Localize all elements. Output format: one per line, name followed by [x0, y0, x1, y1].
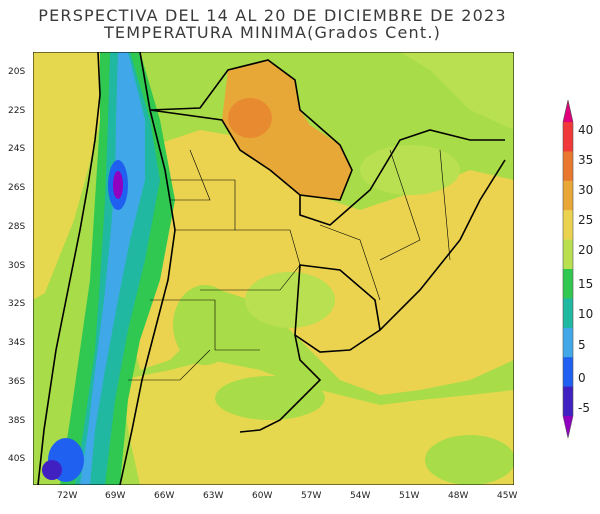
colorbar-segment [563, 269, 573, 299]
lon-label: 69W [105, 491, 125, 501]
lon-label: 48W [448, 491, 468, 501]
lat-label: 38S [8, 416, 25, 426]
colorbar-label: 10 [578, 307, 593, 321]
colorbar-label: 0 [578, 371, 586, 385]
colorbar-segment [563, 357, 573, 388]
map-field [33, 52, 514, 485]
colorbar-segment [563, 386, 573, 417]
latitude-labels: 20S 22S 24S 26S 28S 30S 32S 34S 36S 38S … [8, 67, 25, 464]
colorbar-label: 25 [578, 213, 593, 227]
province-borders [128, 149, 451, 381]
colorbar-label: -5 [578, 401, 590, 415]
lat-label: 28S [8, 222, 25, 232]
lat-label: 36S [8, 377, 25, 387]
map-title: PERSPECTIVA DEL 14 AL 20 DE DICIEMBRE DE… [38, 6, 507, 25]
colorbar-label: 40 [578, 123, 593, 137]
lon-label: 66W [154, 491, 174, 501]
lat-label: 24S [8, 144, 25, 154]
lat-label: 22S [8, 106, 25, 116]
colorbar-label: 5 [578, 338, 586, 352]
colorbar-segment [563, 298, 573, 329]
lat-label: 20S [8, 67, 25, 77]
colorbar-segment [563, 122, 573, 152]
lat-label: 40S [8, 454, 25, 464]
colorbar-outline [562, 99, 574, 439]
lon-label: 57W [301, 491, 321, 501]
colorbar-segment [563, 327, 573, 358]
lat-label: 34S [8, 338, 25, 348]
colorbar-label: 15 [578, 277, 593, 291]
longitude-labels: 72W 69W 66W 63W 60W 57W 54W 51W 48W 45W [57, 491, 517, 501]
colorbar-labels: 40 35 30 25 20 15 10 5 0 -5 [578, 123, 593, 415]
colorbar-label: 20 [578, 243, 593, 257]
lon-label: 54W [350, 491, 370, 501]
colorbar-segments [562, 99, 574, 439]
lat-label: 26S [8, 183, 25, 193]
lon-label: 63W [203, 491, 223, 501]
colorbar-segment [563, 210, 573, 241]
lon-label: 45W [497, 491, 517, 501]
colorbar-bottom-triangle [563, 416, 573, 438]
colorbar-label: 30 [578, 183, 593, 197]
lon-label: 72W [57, 491, 77, 501]
lon-label: 60W [252, 491, 272, 501]
colorbar-top-triangle [563, 100, 573, 122]
colorbar-segment [563, 239, 573, 270]
colorbar-label: 35 [578, 153, 593, 167]
lat-label: 30S [8, 261, 25, 271]
colorbar-segment [563, 180, 573, 211]
colorbar-segment [563, 151, 573, 182]
lon-label: 51W [399, 491, 419, 501]
map-subtitle: TEMPERATURA MINIMA(Grados Cent.) [103, 23, 442, 42]
country-borders [37, 52, 506, 485]
lat-label: 32S [8, 299, 25, 309]
